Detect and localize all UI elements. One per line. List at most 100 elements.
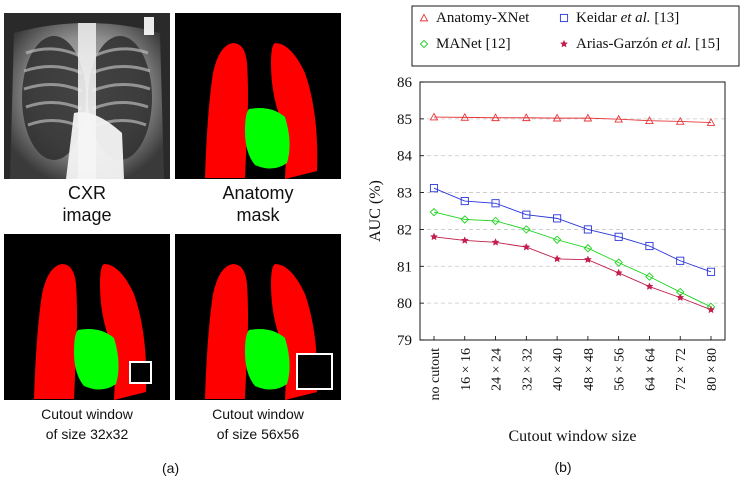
series-line: [433, 211, 712, 308]
caption-cxr: CXR image: [4, 182, 170, 226]
series-point: [614, 114, 624, 123]
series-point: [522, 225, 531, 234]
series-point: [522, 242, 531, 251]
series-point: [614, 268, 623, 277]
series-point: [583, 225, 592, 234]
legend-label: MANet [12]: [436, 36, 511, 52]
legend-marker: [419, 39, 429, 49]
legend-label: Anatomy-XNet: [436, 10, 530, 26]
series-point: [491, 216, 500, 226]
series-point: [522, 210, 531, 219]
caption-cxr-line2: image: [62, 205, 112, 225]
series-point: [460, 215, 470, 224]
cxr-image: [4, 13, 170, 179]
series-point: [553, 254, 562, 263]
series-point: [429, 207, 439, 217]
x-tick-label: 16 × 16: [459, 348, 474, 391]
series-point: [706, 305, 716, 314]
series-point: [553, 214, 562, 223]
series-point: [676, 293, 685, 302]
legend-marker: [559, 39, 569, 48]
series-point: [645, 282, 654, 290]
x-tick-label: 64 × 64: [643, 348, 658, 391]
series-point: [552, 235, 562, 244]
series-1: [429, 184, 716, 276]
caption-anatomy-line2: mask: [236, 205, 280, 225]
series-3: [429, 232, 716, 314]
series-line: [433, 236, 712, 311]
y-tick-label: 80: [397, 296, 412, 312]
y-tick-label: 81: [397, 259, 412, 275]
series-point: [460, 196, 469, 206]
y-tick-label: 85: [397, 112, 412, 128]
series-point: [645, 272, 654, 281]
series-line: [433, 116, 712, 123]
y-tick-label: 82: [397, 222, 412, 238]
series-line: [433, 187, 712, 273]
series-point: [614, 232, 623, 241]
y-axis-title: AUC (%): [367, 180, 384, 242]
anatomy-mask-graphic: [175, 13, 341, 179]
y-tick-label: 84: [397, 149, 413, 165]
series-point: [491, 113, 500, 122]
series-point: [645, 116, 654, 125]
series-point: [583, 113, 593, 122]
caption-anatomy: Anatomy mask: [175, 182, 341, 226]
x-axis-title: Cutout window size: [509, 428, 637, 445]
legend-marker: [419, 13, 429, 22]
panel-a-label: (a): [162, 460, 180, 476]
caption-cxr-line1: CXR: [67, 183, 106, 203]
series-point: [429, 232, 439, 241]
panel-b-label: (b): [554, 459, 571, 475]
x-tick-label: 40 × 40: [551, 348, 566, 391]
legend-label: Arias-Garzón et al. [15]: [576, 36, 720, 52]
x-tick-label: 32 × 32: [520, 348, 535, 391]
series-point: [583, 255, 592, 264]
plot-frame: [419, 81, 726, 341]
x-tick-label: 72 × 72: [674, 348, 689, 391]
y-tick-label: 79: [397, 333, 412, 349]
x-tick-label: 24 × 24: [490, 348, 505, 391]
series-point: [460, 112, 470, 121]
series-point: [521, 113, 531, 122]
legend-marker: [559, 13, 569, 23]
series-point: [675, 116, 685, 125]
series-point: [429, 184, 439, 193]
y-tick-label: 86: [397, 75, 413, 91]
x-tick-label: 80 × 80: [705, 348, 720, 391]
series-2: [429, 207, 716, 312]
cutout-56-graphic: [175, 234, 341, 400]
legend-label: Keidar et al. [13]: [576, 10, 679, 26]
cutout-32-graphic: [4, 234, 170, 400]
cxr-image-graphic: [4, 13, 170, 179]
caption-cutout-56: Cutout window of size 56x56: [175, 404, 341, 444]
series-0: [429, 112, 716, 126]
caption-cutout-32: Cutout window of size 32x32: [4, 404, 170, 444]
series-point: [491, 199, 500, 208]
series-point: [552, 113, 562, 122]
anatomy-mask-image: [175, 13, 341, 179]
series-point: [429, 112, 439, 121]
series-point: [583, 243, 593, 253]
legend-frame: [411, 5, 740, 67]
cutout-56-image: [175, 234, 341, 400]
x-tick-label: no cutout: [428, 348, 443, 401]
series-point: [645, 241, 654, 251]
caption-cutout-32-line1: Cutout window: [41, 406, 133, 422]
x-tick-label: 56 × 56: [613, 348, 628, 391]
cutout-32-image: [4, 234, 170, 400]
series-point: [460, 236, 469, 244]
caption-cutout-56-line2: of size 56x56: [216, 426, 300, 442]
auc-line-chart: 79 80 81 82 83 84 85 86 no cutout 16 × 16 24 × 24 3…: [367, 5, 740, 475]
series-point: [491, 238, 500, 246]
x-tick-label: 48 × 48: [582, 348, 597, 391]
y-tick-label: 83: [397, 186, 412, 202]
caption-anatomy-line1: Anatomy: [222, 183, 294, 203]
series-point: [614, 258, 623, 267]
series-point: [706, 118, 716, 126]
legend: Anatomy-XNet Keidar et al. [13] MANet [12]…: [411, 5, 740, 67]
series-point: [706, 267, 716, 276]
caption-cutout-56-line1: Cutout window: [212, 406, 304, 422]
caption-cutout-32-line2: of size 32x32: [45, 426, 129, 442]
series-point: [676, 256, 685, 265]
